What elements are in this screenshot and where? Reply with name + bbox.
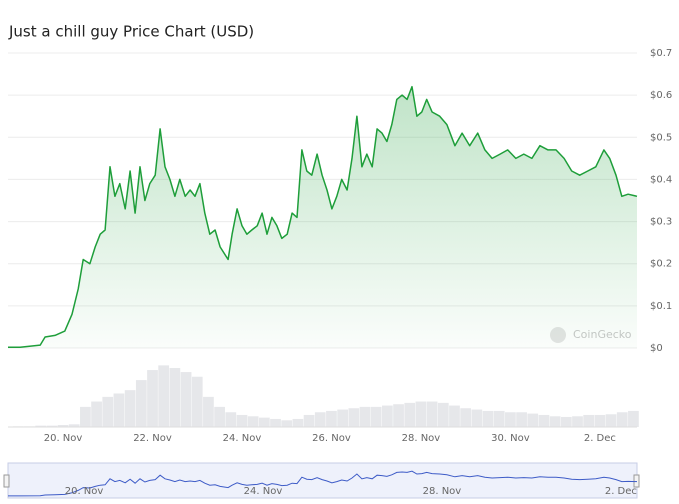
navigator-handle[interactable] — [633, 474, 640, 488]
price-area — [8, 86, 637, 348]
volume-bar — [404, 402, 416, 427]
volume-bar — [102, 396, 114, 427]
y-tick-label: $0.1 — [650, 301, 672, 312]
navigator-tick-label: 20. Nov — [65, 486, 104, 497]
navigator-tick-label: 2. Dec — [605, 486, 637, 497]
volume-bar — [80, 406, 91, 427]
volume-bar — [437, 402, 449, 427]
volume-bar — [583, 414, 595, 427]
navigator-line — [8, 470, 638, 497]
volume-bar — [158, 365, 170, 427]
volume-bar — [124, 390, 136, 427]
volume-bar — [203, 396, 214, 427]
volume-bar — [616, 412, 628, 427]
volume-bar — [460, 408, 472, 427]
volume-bar — [258, 417, 270, 427]
volume-bar — [68, 424, 80, 427]
volume-bar — [382, 405, 393, 427]
volume-bar — [180, 372, 192, 427]
volume-bar — [415, 401, 427, 427]
volume-bar — [314, 412, 326, 427]
volume-bar — [91, 401, 102, 427]
volume-bar — [359, 406, 371, 427]
volume-bar — [303, 414, 315, 427]
volume-bar — [337, 409, 348, 427]
volume-bar — [46, 425, 58, 427]
volume-bar — [527, 413, 539, 427]
x-tick-label: 2. Dec — [584, 433, 616, 444]
volume-bar — [281, 420, 293, 427]
volume-bar — [135, 380, 147, 427]
volume-bar — [426, 401, 438, 427]
volume-bar — [247, 416, 259, 427]
price-line — [8, 85, 638, 348]
volume-bar — [538, 414, 550, 427]
volume-bar — [449, 405, 460, 427]
chart-title: Just a chill guy Price Chart (USD) — [8, 23, 254, 41]
volume-bar — [113, 393, 125, 427]
navigator-handle[interactable] — [3, 474, 10, 488]
x-tick-label: 26. Nov — [312, 433, 351, 444]
volume-bar — [549, 416, 561, 427]
y-tick-label: $0.5 — [650, 132, 672, 143]
volume-bar — [147, 370, 158, 427]
volume-bar — [605, 414, 617, 427]
volume-bar — [628, 410, 639, 427]
volume-bar — [572, 416, 583, 427]
y-tick-label: $0 — [650, 343, 663, 354]
y-tick-label: $0.3 — [650, 217, 672, 228]
volume-bar — [169, 368, 181, 427]
volume-bar — [482, 410, 494, 427]
navigator-tick-label: 28. Nov — [423, 486, 462, 497]
volume-bar — [393, 404, 404, 427]
volume-bar — [370, 406, 382, 427]
volume-bar — [594, 414, 606, 427]
volume-bar — [225, 412, 237, 427]
x-tick-label: 22. Nov — [133, 433, 172, 444]
x-tick-label: 30. Nov — [491, 433, 530, 444]
volume-bar — [471, 409, 483, 427]
volume-bar — [326, 410, 337, 427]
volume-bar — [57, 424, 69, 427]
x-tick-label: 20. Nov — [44, 433, 83, 444]
y-tick-label: $0.2 — [650, 259, 672, 270]
x-tick-label: 24. Nov — [223, 433, 262, 444]
volume-bar — [516, 412, 527, 427]
x-tick-label: 28. Nov — [402, 433, 441, 444]
volume-bar — [493, 410, 505, 427]
y-tick-label: $0.6 — [650, 90, 672, 101]
volume-bar — [236, 414, 248, 427]
navigator-tick-label: 24. Nov — [244, 486, 283, 497]
volume-bar — [214, 406, 225, 427]
volume-bar — [505, 412, 516, 427]
volume-bar — [270, 418, 281, 427]
y-tick-label: $0.7 — [650, 48, 672, 59]
volume-bar — [191, 376, 203, 427]
volume-bar — [348, 408, 360, 427]
volume-bar — [35, 425, 47, 427]
volume-bar — [292, 418, 304, 427]
y-tick-label: $0.4 — [650, 174, 672, 185]
volume-bar — [560, 416, 572, 427]
